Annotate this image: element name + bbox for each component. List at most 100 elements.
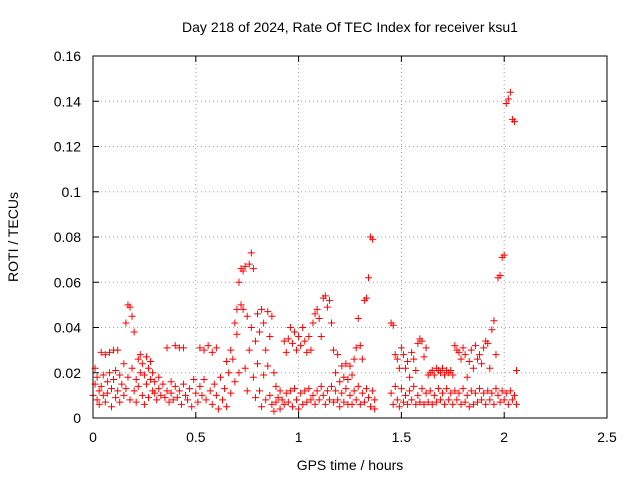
data-point xyxy=(311,400,319,408)
data-point xyxy=(303,398,311,406)
data-point xyxy=(175,387,183,395)
data-point xyxy=(365,394,373,402)
data-point xyxy=(469,400,477,408)
y-axis-label: ROTI / TECUs xyxy=(5,192,21,282)
data-point xyxy=(122,319,130,327)
x-tick-label: 1 xyxy=(295,429,303,445)
data-point xyxy=(258,403,266,411)
data-point xyxy=(436,396,444,404)
data-point xyxy=(221,385,229,393)
data-point xyxy=(447,366,455,374)
data-point xyxy=(295,405,303,413)
data-point xyxy=(371,405,379,413)
data-point xyxy=(309,391,317,399)
data-point xyxy=(288,339,296,347)
data-point xyxy=(167,378,175,386)
data-point xyxy=(196,344,204,352)
data-point xyxy=(214,405,222,413)
data-point xyxy=(434,385,442,393)
data-point xyxy=(315,314,323,322)
data-point xyxy=(179,344,187,352)
y-tick-label: 0.16 xyxy=(54,48,81,64)
data-point xyxy=(93,396,101,404)
data-point xyxy=(439,364,447,372)
data-point xyxy=(391,382,399,390)
data-point xyxy=(449,371,457,379)
y-tick-label: 0.12 xyxy=(54,139,81,155)
data-point xyxy=(278,396,286,404)
data-point xyxy=(399,351,407,359)
data-point xyxy=(223,357,231,365)
data-point xyxy=(393,355,401,363)
data-point xyxy=(510,391,518,399)
x-tick-label: 1.5 xyxy=(392,429,412,445)
data-point xyxy=(371,396,379,404)
data-point xyxy=(93,373,101,381)
data-point xyxy=(321,292,329,300)
data-point xyxy=(235,369,243,377)
data-point xyxy=(367,403,375,411)
data-point xyxy=(344,376,352,384)
data-point xyxy=(352,344,360,352)
data-point xyxy=(155,385,163,393)
data-point xyxy=(299,324,307,331)
data-point xyxy=(301,337,309,345)
data-point xyxy=(95,387,103,395)
data-point xyxy=(414,391,422,399)
y-tick-label: 0.04 xyxy=(54,320,81,336)
data-point xyxy=(323,303,331,311)
data-point xyxy=(350,387,358,395)
data-point xyxy=(453,396,461,404)
data-point xyxy=(498,387,506,395)
data-point xyxy=(128,364,136,372)
data-point xyxy=(114,387,122,395)
data-point xyxy=(338,362,346,370)
data-point xyxy=(303,348,311,356)
data-point xyxy=(198,391,206,399)
data-point xyxy=(108,403,116,411)
data-point xyxy=(284,398,292,406)
data-point xyxy=(358,355,366,363)
data-point xyxy=(473,398,481,406)
data-point xyxy=(313,305,321,313)
data-point xyxy=(346,391,354,399)
x-axis-label: GPS time / hours xyxy=(297,457,404,473)
data-point xyxy=(459,385,467,393)
data-point xyxy=(461,351,469,359)
data-point xyxy=(402,364,410,372)
data-point xyxy=(408,348,416,356)
data-point xyxy=(260,371,268,379)
data-point xyxy=(155,373,163,381)
data-point xyxy=(136,351,144,359)
data-point xyxy=(200,376,208,384)
data-point xyxy=(223,403,231,411)
data-point xyxy=(416,398,424,406)
data-point xyxy=(99,391,107,399)
data-point xyxy=(465,357,473,365)
data-point xyxy=(216,373,224,381)
data-point xyxy=(262,346,270,354)
data-point xyxy=(184,396,192,404)
data-point xyxy=(161,394,169,402)
data-point xyxy=(455,389,463,397)
data-point xyxy=(190,376,198,384)
data-point xyxy=(241,262,249,270)
data-point xyxy=(424,398,432,406)
data-point xyxy=(502,389,510,397)
data-point xyxy=(233,305,241,313)
data-point xyxy=(120,360,128,368)
data-point xyxy=(179,380,187,388)
data-point xyxy=(391,351,399,359)
data-point xyxy=(358,389,366,397)
data-point xyxy=(295,333,303,341)
data-point xyxy=(251,394,259,402)
x-tick-label: 0 xyxy=(89,429,97,445)
data-point xyxy=(441,400,449,408)
data-point xyxy=(142,353,150,361)
data-point xyxy=(486,364,494,372)
data-point xyxy=(387,389,395,397)
data-point xyxy=(151,389,159,397)
data-point xyxy=(114,346,122,354)
data-point xyxy=(299,400,307,408)
data-point xyxy=(274,394,282,402)
